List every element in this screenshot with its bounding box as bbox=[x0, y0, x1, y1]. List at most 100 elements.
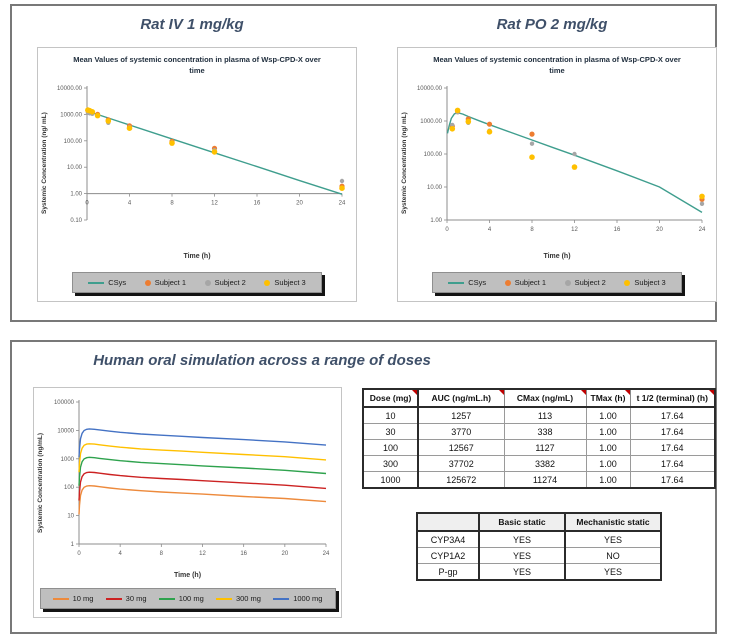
svg-text:8: 8 bbox=[170, 201, 174, 207]
comment-marker-icon bbox=[412, 390, 416, 395]
chart-title: Mean Values of systemic concentration in… bbox=[433, 55, 681, 75]
legend-label: 1000 mg bbox=[293, 594, 323, 603]
column-header bbox=[416, 512, 480, 532]
svg-text:10: 10 bbox=[67, 514, 74, 520]
svg-text:12: 12 bbox=[571, 227, 578, 233]
table-cell: 100 bbox=[362, 439, 419, 456]
svg-text:4: 4 bbox=[118, 551, 122, 557]
svg-text:1000: 1000 bbox=[61, 457, 75, 463]
svg-text:0: 0 bbox=[85, 201, 89, 207]
table-row: 10 1257 113 1.00 17.64 bbox=[362, 406, 716, 424]
table-row: CYP3A4 YES YES bbox=[416, 530, 662, 548]
rat-po-section-title: Rat PO 2 mg/kg bbox=[496, 16, 608, 33]
table-row: CYP1A2 YES NO bbox=[416, 547, 662, 564]
svg-text:8: 8 bbox=[530, 227, 534, 233]
rat-pk-section: Rat IV 1 mg/kg Rat PO 2 mg/kg Mean Value… bbox=[10, 4, 717, 322]
rat-po-plot: 10000.00 1000.00 100.00 10.00 1.000 4 8 12 16 20 2… bbox=[417, 86, 706, 233]
chart-legend: CSys Subject 1 Subject 2 Subject 3 bbox=[432, 272, 682, 293]
legend-item-csys: CSys bbox=[448, 278, 486, 287]
svg-text:12: 12 bbox=[199, 551, 206, 557]
comment-marker-icon bbox=[580, 390, 585, 395]
human-dose-plot: 100000 10000 1000 100 10 10 4 8 12 16 20 24 bbox=[54, 400, 330, 557]
svg-text:100.00: 100.00 bbox=[424, 152, 443, 158]
human-chart-card: Systemic Concentration (ng/mL) 100000 100… bbox=[33, 387, 342, 618]
svg-text:10.00: 10.00 bbox=[427, 185, 443, 191]
svg-text:0.10: 0.10 bbox=[70, 218, 82, 224]
line-swatch-icon bbox=[88, 281, 105, 284]
table-row: 100 12567 1127 1.00 17.64 bbox=[362, 439, 716, 456]
table-cell: 1127 bbox=[503, 439, 587, 456]
table-cell: CYP1A2 bbox=[416, 547, 480, 564]
svg-text:1.00: 1.00 bbox=[430, 218, 442, 224]
chart-legend: 10 mg 30 mg 100 mg 300 mg 1000 mg bbox=[39, 588, 336, 609]
comment-marker-icon bbox=[709, 390, 714, 395]
table-cell: 17.64 bbox=[629, 455, 716, 472]
table-cell: 17.64 bbox=[629, 406, 716, 424]
legend-label: Subject 3 bbox=[634, 278, 666, 287]
table-cell: 17.64 bbox=[629, 471, 716, 489]
table-cell: 338 bbox=[503, 423, 587, 440]
table-cell: 125672 bbox=[417, 471, 505, 489]
svg-text:1: 1 bbox=[71, 542, 75, 548]
pk-parameters-table-wrap: Dose (mg) AUC (ng/mL.h) CMax (ng/mL) TMax (… bbox=[362, 388, 716, 489]
dot-swatch-icon bbox=[264, 279, 271, 286]
dot-swatch-icon bbox=[564, 279, 571, 286]
table-cell: 1.00 bbox=[585, 439, 631, 456]
svg-text:10000.00: 10000.00 bbox=[417, 86, 443, 92]
svg-text:100000: 100000 bbox=[54, 400, 75, 406]
svg-text:20: 20 bbox=[296, 201, 303, 207]
table-cell: 1.00 bbox=[585, 406, 631, 424]
legend-label: Subject 2 bbox=[574, 278, 606, 287]
column-header: Mechanistic static bbox=[564, 512, 662, 532]
line-swatch-icon bbox=[273, 597, 290, 600]
legend-item-100-mg: 100 mg bbox=[158, 594, 204, 603]
legend-label: Subject 2 bbox=[214, 278, 246, 287]
legend-item-subject-1: Subject 1 bbox=[144, 278, 186, 287]
column-header: t 1/2 (terminal) (h) bbox=[629, 388, 716, 408]
header-row: Basic static Mechanistic static bbox=[416, 512, 662, 532]
legend-label: Subject 3 bbox=[274, 278, 306, 287]
rat-iv-chart-card: Mean Values of systemic concentration in… bbox=[37, 47, 357, 302]
legend-item-subject-2: Subject 2 bbox=[564, 278, 606, 287]
comment-marker-icon bbox=[498, 390, 503, 395]
table-cell: 37702 bbox=[417, 455, 505, 472]
line-swatch-icon bbox=[158, 597, 175, 600]
dot-swatch-icon bbox=[144, 279, 151, 286]
svg-text:20: 20 bbox=[281, 551, 288, 557]
svg-text:10000.00: 10000.00 bbox=[57, 86, 83, 92]
dot-swatch-icon bbox=[204, 279, 211, 286]
table-cell: 11274 bbox=[503, 471, 587, 489]
svg-text:1000.00: 1000.00 bbox=[420, 119, 442, 125]
rat-iv-section-title: Rat IV 1 mg/kg bbox=[140, 16, 244, 33]
svg-text:4: 4 bbox=[488, 227, 492, 233]
human-section-title: Human oral simulation across a range of … bbox=[93, 352, 431, 369]
svg-text:0: 0 bbox=[445, 227, 449, 233]
svg-text:100.00: 100.00 bbox=[64, 139, 83, 145]
svg-text:24: 24 bbox=[699, 227, 706, 233]
table-row: 1000 125672 11274 1.00 17.64 bbox=[362, 471, 716, 489]
x-axis-label: Time (h) bbox=[183, 253, 211, 260]
human-simulation-section: Human oral simulation across a range of … bbox=[10, 340, 717, 634]
legend-item-10-mg: 10 mg bbox=[52, 594, 93, 603]
dot-swatch-icon bbox=[504, 279, 511, 286]
svg-text:16: 16 bbox=[614, 227, 621, 233]
svg-text:10000: 10000 bbox=[57, 428, 74, 434]
table-cell: 1.00 bbox=[585, 471, 631, 489]
chart-legend: CSys Subject 1 Subject 2 Subject 3 bbox=[72, 272, 322, 293]
svg-text:16: 16 bbox=[254, 201, 261, 207]
table-cell: YES bbox=[564, 563, 662, 581]
pk-parameters-table: Dose (mg) AUC (ng/mL.h) CMax (ng/mL) TMax (… bbox=[362, 388, 716, 489]
rat-iv-plot: 10000.00 1000.00 100.00 10.00 1.00 0.10 0 4 8 12 1… bbox=[57, 86, 346, 224]
line-swatch-icon bbox=[105, 597, 122, 600]
svg-text:24: 24 bbox=[323, 551, 330, 557]
comment-marker-icon bbox=[624, 390, 629, 395]
svg-text:1.00: 1.00 bbox=[70, 192, 82, 198]
legend-label: 300 mg bbox=[235, 594, 261, 603]
ddi-table-wrap: Basic static Mechanistic static CYP3A4 YES… bbox=[416, 512, 662, 581]
table-cell: 1.00 bbox=[585, 455, 631, 472]
legend-item-subject-3: Subject 3 bbox=[264, 278, 306, 287]
ddi-prediction-table: Basic static Mechanistic static CYP3A4 YES… bbox=[416, 512, 662, 581]
table-cell: 300 bbox=[362, 455, 419, 472]
table-cell: 3382 bbox=[503, 455, 587, 472]
x-axis-label: Time (h) bbox=[173, 572, 202, 579]
